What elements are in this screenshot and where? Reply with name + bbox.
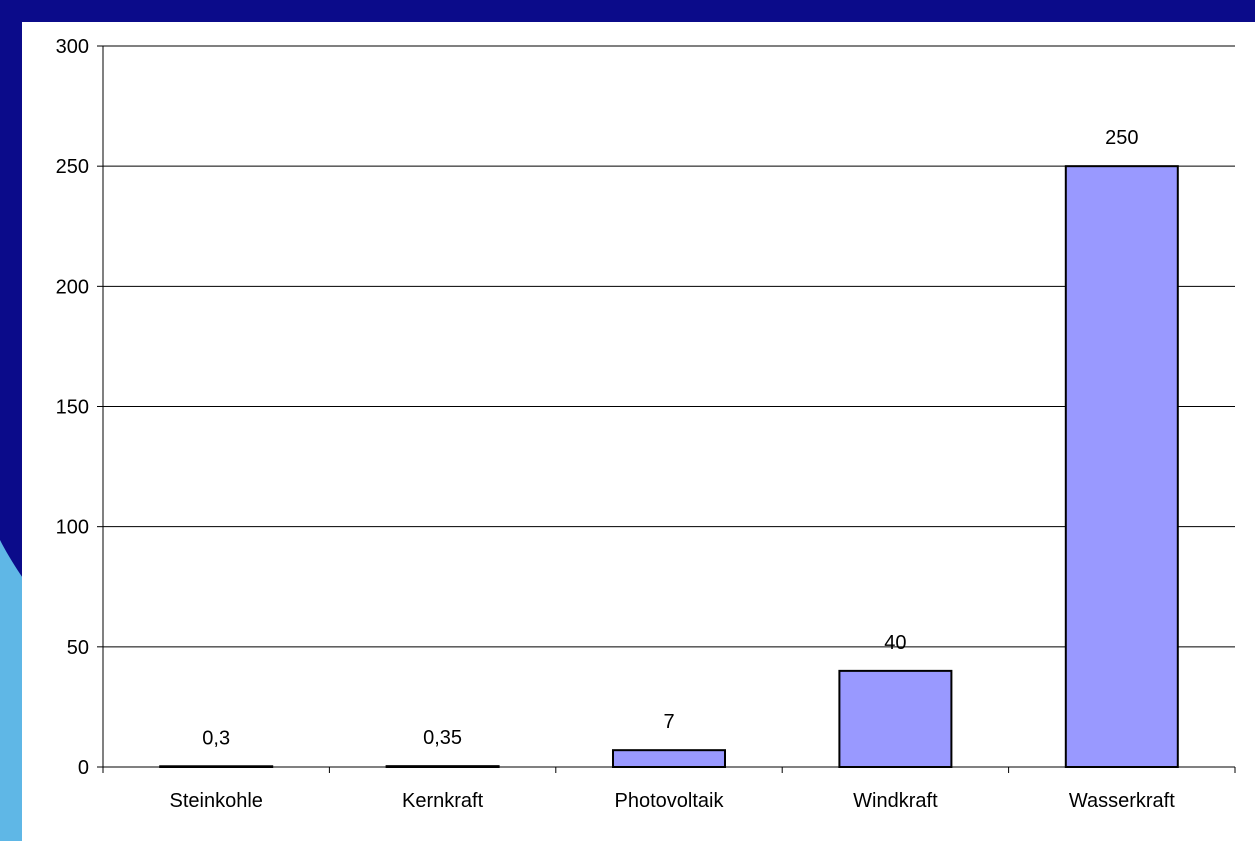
slide-frame-top: [0, 0, 1255, 22]
bar-photovoltaik: [612, 749, 726, 769]
x-tick-label: Kernkraft: [402, 790, 484, 812]
x-tick-label: Wasserkraft: [1069, 790, 1175, 812]
data-label: 250: [1105, 127, 1138, 149]
data-label: 0,35: [423, 727, 462, 749]
y-tick-label: 250: [56, 156, 89, 178]
y-tick-label: 100: [56, 517, 89, 539]
y-tick-label: 300: [56, 36, 89, 58]
bar-windkraft: [838, 669, 953, 768]
bar-wasserkraft: [1064, 165, 1179, 768]
axes: 0 50 100 150 200 250 300 Steinkohle Kernkraft Pho…: [56, 36, 1236, 812]
data-labels: 0,3 0,35 7 40 250: [202, 127, 1138, 749]
x-tick-label: Photovoltaik: [615, 790, 725, 812]
y-tick-label: 0: [78, 757, 89, 779]
data-label: 7: [663, 711, 674, 733]
y-tick-label: 50: [67, 637, 89, 659]
x-tick-label: Steinkohle: [169, 790, 262, 812]
bars: [159, 165, 1179, 769]
y-tick-label: 150: [56, 397, 89, 419]
y-tick-label: 200: [56, 276, 89, 298]
x-tick-label: Windkraft: [853, 790, 938, 812]
gridlines: [103, 45, 1235, 648]
data-label: 40: [884, 632, 906, 654]
data-label: 0,3: [202, 727, 230, 749]
chart-background: [22, 22, 1255, 841]
